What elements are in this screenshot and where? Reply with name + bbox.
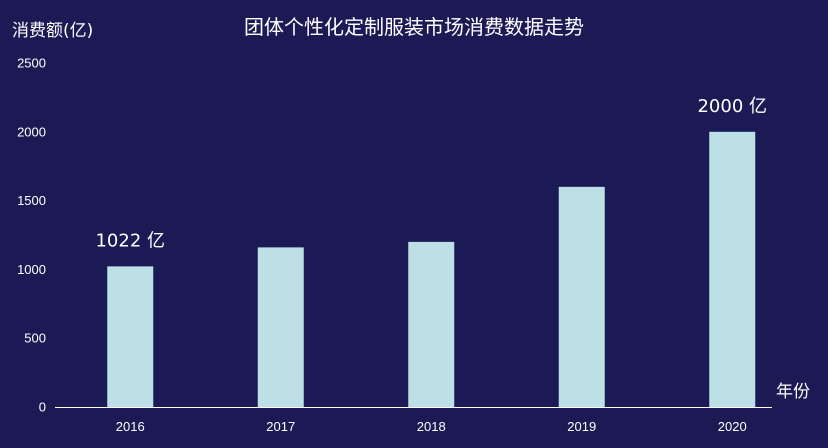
x-tick-label: 2017 <box>266 419 295 434</box>
x-tick-label: 2016 <box>116 419 145 434</box>
x-tick-label: 2018 <box>417 419 446 434</box>
x-ticks: 2016 2017 2018 2019 2020 <box>116 419 747 434</box>
y-tick-label: 0 <box>39 400 46 415</box>
bar-2019 <box>558 186 605 407</box>
bar-2017 <box>257 247 304 407</box>
bars-layer <box>107 131 756 408</box>
bar-2020 <box>709 131 756 408</box>
y-tick-label: 2500 <box>17 56 46 71</box>
data-label-2016: 1022 亿 <box>95 230 165 251</box>
y-tick-label: 1500 <box>17 193 46 208</box>
bar-2018 <box>408 241 455 407</box>
x-tick-label: 2019 <box>567 419 596 434</box>
bar-2016 <box>107 266 154 407</box>
y-tick-label: 500 <box>24 331 46 346</box>
y-tick-label: 1000 <box>17 262 46 277</box>
y-ticks: 0 500 1000 1500 2000 2500 <box>17 56 46 415</box>
data-label-2020: 2000 亿 <box>697 96 767 117</box>
data-labels: 1022 亿 2000 亿 <box>95 96 767 252</box>
chart-title: 团体个性化定制服装市场消费数据走势 <box>244 15 584 39</box>
x-tick-label: 2020 <box>718 419 747 434</box>
x-axis-label: 年份 <box>776 382 810 402</box>
y-axis-label: 消费额(亿) <box>12 21 93 41</box>
y-tick-label: 2000 <box>17 124 46 139</box>
